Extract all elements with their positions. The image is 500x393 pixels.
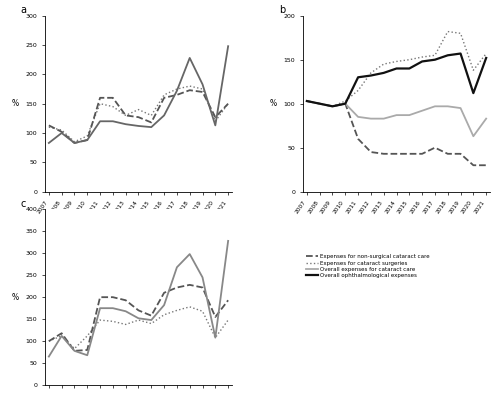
- Legend: Number of national cataract surgeries, Number of national vitreo-retinal surgeri: Number of national cataract surgeries, N…: [48, 244, 180, 261]
- Legend: Expenses for non-surgical cataract care, Expenses for cataract surgeries, Overal: Expenses for non-surgical cataract care,…: [306, 254, 430, 278]
- Y-axis label: %: %: [12, 293, 18, 302]
- Y-axis label: %: %: [12, 99, 18, 108]
- Text: c: c: [20, 199, 26, 209]
- Text: b: b: [278, 5, 285, 15]
- Text: a: a: [20, 5, 26, 15]
- Y-axis label: %: %: [270, 99, 276, 108]
